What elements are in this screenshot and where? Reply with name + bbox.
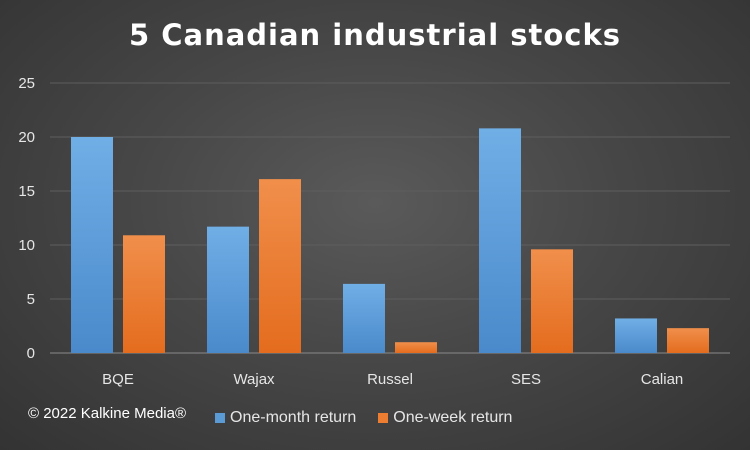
- bar-ses-one-month: [479, 128, 521, 353]
- x-tick-label: Calian: [641, 371, 684, 388]
- y-tick-label: 25: [18, 75, 35, 92]
- bar-wajax-one-month: [207, 226, 249, 353]
- bars: [71, 128, 709, 353]
- y-tick-label: 20: [18, 129, 35, 146]
- bar-calian-one-week: [667, 328, 709, 353]
- y-tick-label: 10: [18, 237, 35, 254]
- y-axis: 0 5 10 15 20 25: [18, 75, 35, 362]
- x-tick-label: Russel: [367, 371, 413, 388]
- x-axis: BQE Wajax Russel SES Calian: [102, 371, 683, 388]
- bar-calian-one-month: [615, 318, 657, 353]
- x-tick-label: BQE: [102, 371, 134, 388]
- bar-bqe-one-week: [123, 235, 165, 353]
- copyright-notice: © 2022 Kalkine Media®: [28, 405, 187, 422]
- x-tick-label: Wajax: [233, 371, 275, 388]
- y-tick-label: 15: [18, 183, 35, 200]
- y-tick-label: 0: [27, 345, 35, 362]
- legend-item-one-month: One-month return: [215, 409, 356, 427]
- y-tick-label: 5: [27, 291, 35, 308]
- legend: One-month return One-week return: [215, 409, 534, 427]
- bar-russel-one-week: [395, 342, 437, 353]
- legend-label-one-month: One-month return: [230, 409, 357, 426]
- bar-russel-one-month: [343, 283, 385, 353]
- legend-swatch-blue: [215, 413, 225, 423]
- legend-item-one-week: One-week return: [378, 409, 512, 427]
- legend-label-one-week: One-week return: [393, 409, 513, 426]
- bar-ses-one-week: [531, 249, 573, 353]
- chart-title: 5 Canadian industrial stocks: [128, 18, 622, 52]
- bar-wajax-one-week: [259, 179, 301, 353]
- x-tick-label: SES: [511, 371, 541, 388]
- bar-bqe-one-month: [71, 137, 113, 353]
- legend-swatch-orange: [378, 413, 389, 423]
